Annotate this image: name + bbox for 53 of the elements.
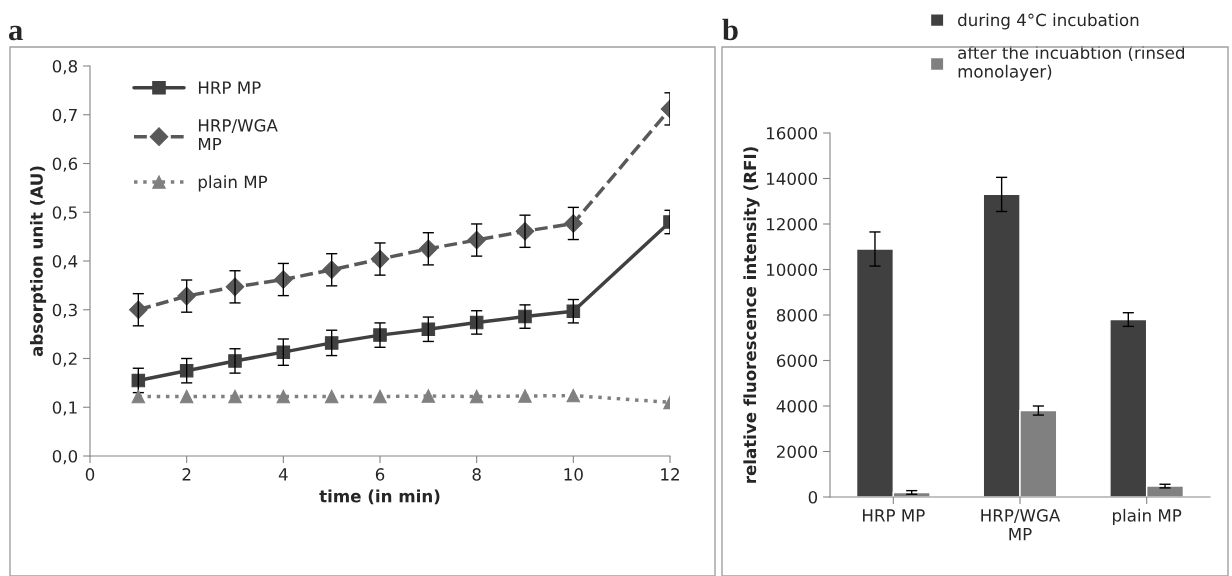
point — [518, 389, 532, 403]
point — [324, 389, 339, 404]
point — [324, 336, 339, 350]
legend-label: after the incuabtion (rinsed monolayer) — [958, 46, 1185, 81]
point — [469, 389, 484, 404]
point — [131, 389, 146, 404]
y-tick-label: 0,8 — [52, 59, 78, 75]
y-tick-label: 0,2 — [52, 352, 77, 367]
point — [421, 322, 436, 337]
legend-label: HRP MP — [198, 81, 261, 94]
y-tick-label: 0,0 — [52, 449, 78, 465]
x-tick-label: 10 — [564, 468, 583, 481]
point — [228, 389, 242, 404]
x-tick-label: 4 — [278, 468, 288, 481]
x-tick-label: 2 — [182, 468, 191, 481]
point — [276, 389, 291, 404]
x-tick-label: 0 — [85, 468, 95, 481]
y-tick-label: 0,7 — [52, 108, 77, 124]
x-tick-label: 12 — [661, 468, 679, 481]
point — [418, 239, 438, 259]
point — [276, 345, 291, 359]
point — [421, 389, 436, 403]
x-axis-title: time (in min) — [319, 489, 440, 505]
y-tick-label: 0,4 — [52, 254, 78, 270]
y-axis-title: relative fluorescence intensity (RFI) — [743, 147, 760, 483]
y-tick-label: 10000 — [767, 263, 818, 277]
chart-title: b — [722, 18, 738, 41]
y-tick-label: 0,6 — [52, 157, 78, 172]
x-tick-label: HRP MP — [863, 509, 925, 522]
point — [179, 389, 194, 404]
legend-label: HRP/WGA MP — [198, 119, 278, 151]
x-tick-label: plain MP — [1113, 508, 1182, 525]
point — [373, 389, 387, 404]
y-tick-label: 0 — [808, 490, 818, 504]
point — [566, 388, 581, 403]
point — [566, 304, 581, 318]
y-axis-title: absorption unit (AU) — [30, 166, 47, 357]
y-tick-label: 16000 — [767, 126, 818, 140]
y-tick-label: 6000 — [776, 354, 818, 368]
y-tick-label: 14000 — [767, 172, 818, 186]
legend-label: plain MP — [198, 175, 268, 192]
x-tick-label: HRP/WGA MP — [981, 509, 1061, 541]
y-tick-label: 0,1 — [52, 401, 77, 416]
y-tick-label: 0,3 — [52, 303, 77, 319]
y-tick-label: 2000 — [777, 445, 818, 459]
y-tick-label: 12000 — [767, 217, 818, 231]
chart-title: a — [8, 25, 23, 41]
legend-label: during 4°C incubation — [958, 13, 1139, 30]
y-tick-label: 0,5 — [52, 206, 77, 221]
x-tick-label: 6 — [375, 468, 385, 481]
y-tick-label: 8000 — [776, 308, 818, 322]
y-tick-label: 4000 — [776, 399, 818, 413]
x-tick-label: 8 — [472, 468, 481, 481]
